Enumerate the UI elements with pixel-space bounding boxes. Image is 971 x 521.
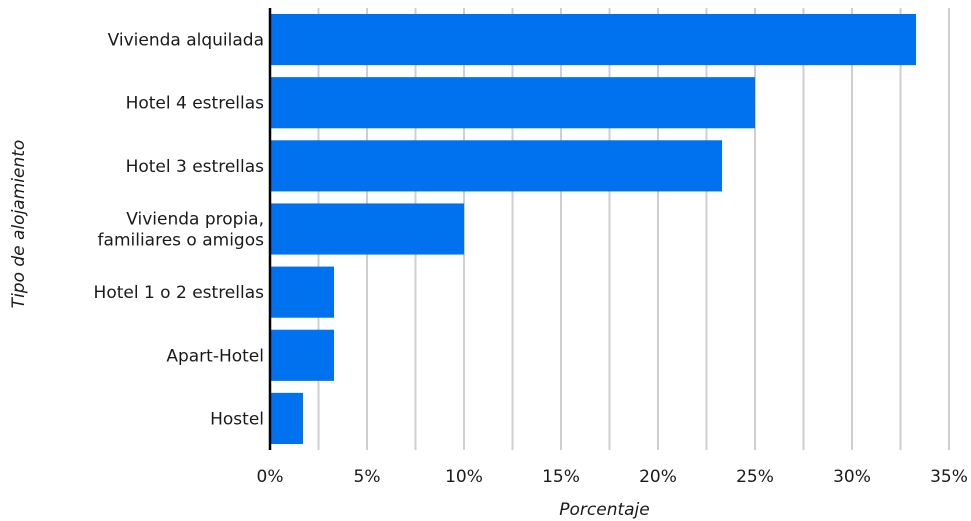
x-tick-label: 30% [833,467,871,487]
x-tick-label: 35% [930,467,968,487]
category-labels: Vivienda alquilada Hotel 4 estrellas Hotel… [94,31,265,430]
y-axis-title: Tipo de alojamiento [9,140,29,309]
x-tick-label: 15% [542,467,580,487]
x-tick-label: 25% [736,467,774,487]
category-label: Vivienda propia, familiares o amigos [98,210,265,251]
category-label: Hotel 4 estrellas [126,94,265,114]
bar [270,203,464,255]
x-tick-labels: 0% 5% 10% 15% 20% 25% 30% 35% [257,467,968,487]
category-label: Apart-Hotel [166,346,264,366]
category-label: Hotel 1 o 2 estrellas [94,283,265,303]
category-label: Vivienda alquilada [108,31,264,51]
bar [270,266,335,318]
x-tick-label: 10% [445,467,483,487]
bar [270,392,303,445]
bar [270,77,755,129]
category-label: Hostel [210,409,264,429]
x-tick-label: 20% [639,467,677,487]
bar [270,13,917,66]
bar [270,329,335,381]
x-axis-title: Porcentaje [559,500,650,520]
bar [270,140,723,192]
x-tick-label: 0% [257,467,284,487]
category-label: Hotel 3 estrellas [126,157,265,177]
bars [270,13,917,445]
x-tick-label: 5% [354,467,381,487]
